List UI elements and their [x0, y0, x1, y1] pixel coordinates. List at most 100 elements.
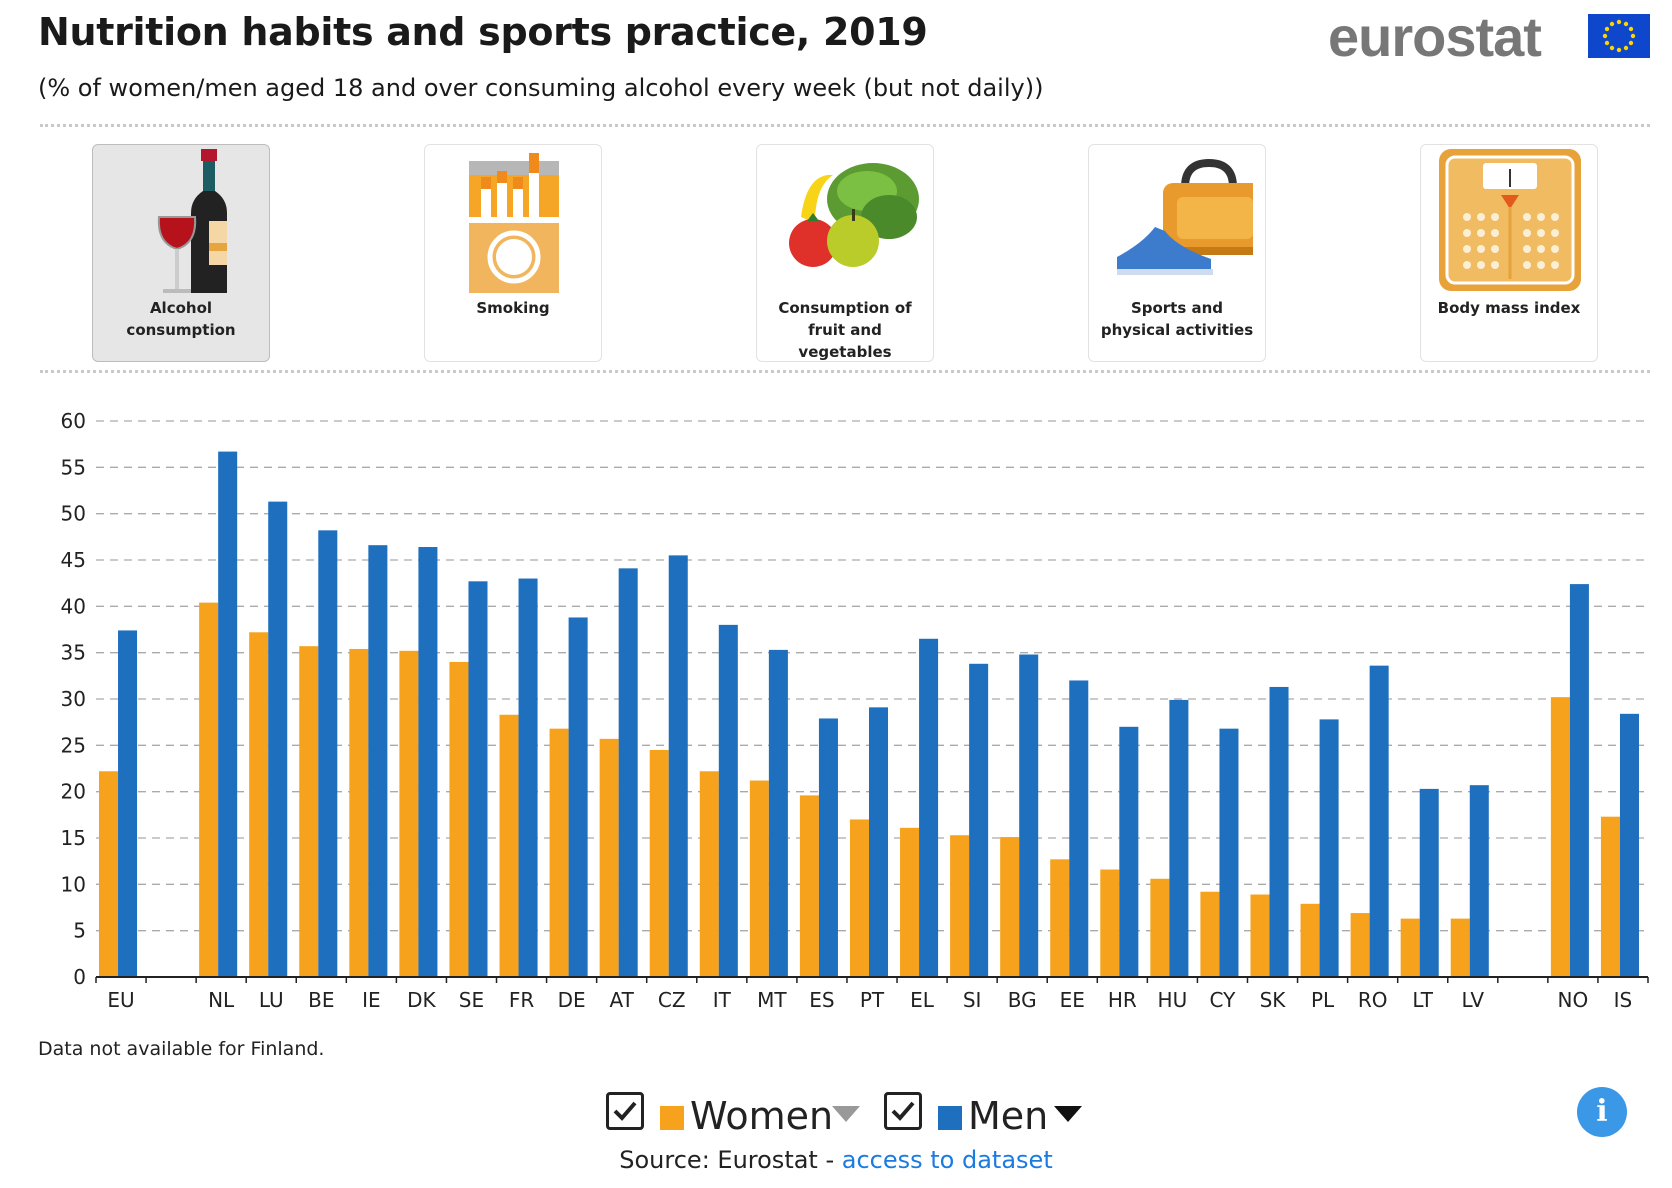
women-sort-arrow-icon[interactable] — [832, 1106, 860, 1122]
bar-women — [950, 835, 970, 977]
x-tick-label: IT — [713, 988, 732, 1012]
sports-bag-icon — [1117, 158, 1253, 275]
bar-men — [368, 545, 388, 977]
tile-fruit-vegetables[interactable]: Consumption of fruit and vegetables — [756, 144, 934, 362]
bar-men — [568, 617, 588, 977]
tile-body-mass-index[interactable]: Body mass index — [1420, 144, 1598, 362]
x-tick-label: NL — [208, 988, 235, 1012]
bar-women — [399, 650, 419, 977]
x-tick-label: IE — [362, 988, 381, 1012]
y-tick-label: 45 — [61, 548, 86, 572]
bar-men — [1069, 680, 1089, 977]
bar-women — [1000, 837, 1020, 977]
y-tick-label: 55 — [61, 455, 86, 479]
men-checkbox[interactable] — [884, 1092, 922, 1130]
bar-men — [1319, 719, 1339, 977]
bar-women — [99, 771, 119, 977]
men-legend-label[interactable]: Men — [968, 1094, 1049, 1138]
x-tick-label: CY — [1210, 988, 1237, 1012]
bar-men — [1119, 726, 1139, 977]
bar-men — [1619, 713, 1639, 977]
bar-men — [418, 547, 438, 977]
info-icon[interactable]: i — [1577, 1087, 1627, 1137]
bar-women — [1400, 918, 1420, 977]
x-tick-label: PL — [1311, 988, 1335, 1012]
bar-women — [699, 771, 719, 977]
bar-men — [218, 451, 238, 978]
checkmark-icon — [891, 1101, 915, 1121]
bar-men — [919, 638, 939, 977]
bar-chart: 0 5 10 15 20 25 30 35 40 45 50 55 60 EU NL LU BE IE DK SE FR… — [61, 409, 1649, 1012]
x-tick-label: DE — [558, 988, 586, 1012]
x-tick-label: EL — [910, 988, 935, 1012]
bar-men — [318, 530, 338, 977]
men-sort-arrow-icon[interactable] — [1054, 1106, 1082, 1122]
bar-men — [969, 663, 989, 977]
y-tick-label: 15 — [61, 826, 86, 850]
bar-women — [1600, 816, 1620, 977]
bar-women — [299, 646, 319, 977]
x-tick-label: ES — [809, 988, 834, 1012]
bar-men — [268, 501, 288, 977]
x-tick-label: SK — [1260, 988, 1287, 1012]
chart-subtitle: (% of women/men aged 18 and over consumi… — [38, 74, 1044, 102]
women-legend-label[interactable]: Women — [690, 1094, 834, 1138]
x-tick-label: PT — [860, 988, 885, 1012]
y-tick-label: 5 — [73, 919, 86, 943]
x-tick-label: CZ — [658, 988, 686, 1012]
source-prefix: Source: Eurostat - — [619, 1146, 842, 1174]
bar-women — [1450, 918, 1470, 977]
bar-men — [1469, 785, 1489, 977]
x-tick-label: BE — [308, 988, 334, 1012]
source-line: Source: Eurostat - access to dataset — [0, 1146, 1672, 1174]
tile-alcohol-consumption[interactable]: Alcohol consumption — [92, 144, 270, 362]
bar-women — [349, 648, 369, 977]
y-tick-label: 40 — [61, 594, 86, 618]
y-tick-label: 35 — [61, 641, 86, 665]
bar-men — [818, 718, 838, 977]
eu-flag-icon — [1588, 14, 1650, 58]
bar-women — [649, 749, 669, 977]
tile-label: Alcohol consumption — [126, 299, 236, 339]
tile-smoking[interactable]: Smoking — [424, 144, 602, 362]
x-tick-label: NO — [1558, 988, 1589, 1012]
x-tick-label: HU — [1158, 988, 1188, 1012]
men-swatch — [938, 1106, 962, 1130]
bar-men — [1569, 584, 1589, 977]
tile-sports-activities[interactable]: Sports and physical activities — [1088, 144, 1266, 362]
x-tick-label: SI — [963, 988, 982, 1012]
y-tick-label: 50 — [61, 502, 86, 526]
bar-women — [1250, 894, 1270, 977]
logo-text: eurostat — [1328, 5, 1542, 68]
tile-label: Sports and physical activities — [1100, 299, 1254, 339]
bar-women — [1100, 869, 1120, 977]
top-divider — [40, 124, 1650, 127]
dataset-link[interactable]: access to dataset — [841, 1146, 1053, 1174]
bar-men — [468, 581, 488, 977]
x-tick-label: DK — [407, 988, 436, 1012]
bar-men — [868, 707, 889, 977]
bar-women — [449, 661, 469, 977]
x-tick-label: RO — [1358, 988, 1388, 1012]
wine-bottle-icon — [157, 149, 227, 293]
bar-women — [199, 602, 219, 977]
x-tick-label: LU — [259, 988, 284, 1012]
bar-men — [668, 555, 688, 977]
bar-women — [1150, 878, 1170, 977]
y-tick-label: 0 — [73, 965, 86, 989]
bar-women — [799, 795, 819, 977]
scale-icon — [1439, 149, 1581, 291]
bar-men — [718, 624, 738, 977]
bar-women — [1350, 913, 1370, 977]
bar-women — [1300, 903, 1320, 977]
bar-men — [1269, 686, 1289, 977]
women-swatch — [660, 1106, 684, 1130]
bar-men — [518, 578, 538, 977]
x-tick-label: EU — [107, 988, 134, 1012]
women-checkbox[interactable] — [606, 1092, 644, 1130]
bar-women — [1200, 891, 1220, 977]
x-tick-label: EE — [1060, 988, 1085, 1012]
y-tick-label: 60 — [61, 409, 86, 433]
bar-men — [1419, 788, 1439, 977]
x-tick-label: IS — [1614, 988, 1633, 1012]
